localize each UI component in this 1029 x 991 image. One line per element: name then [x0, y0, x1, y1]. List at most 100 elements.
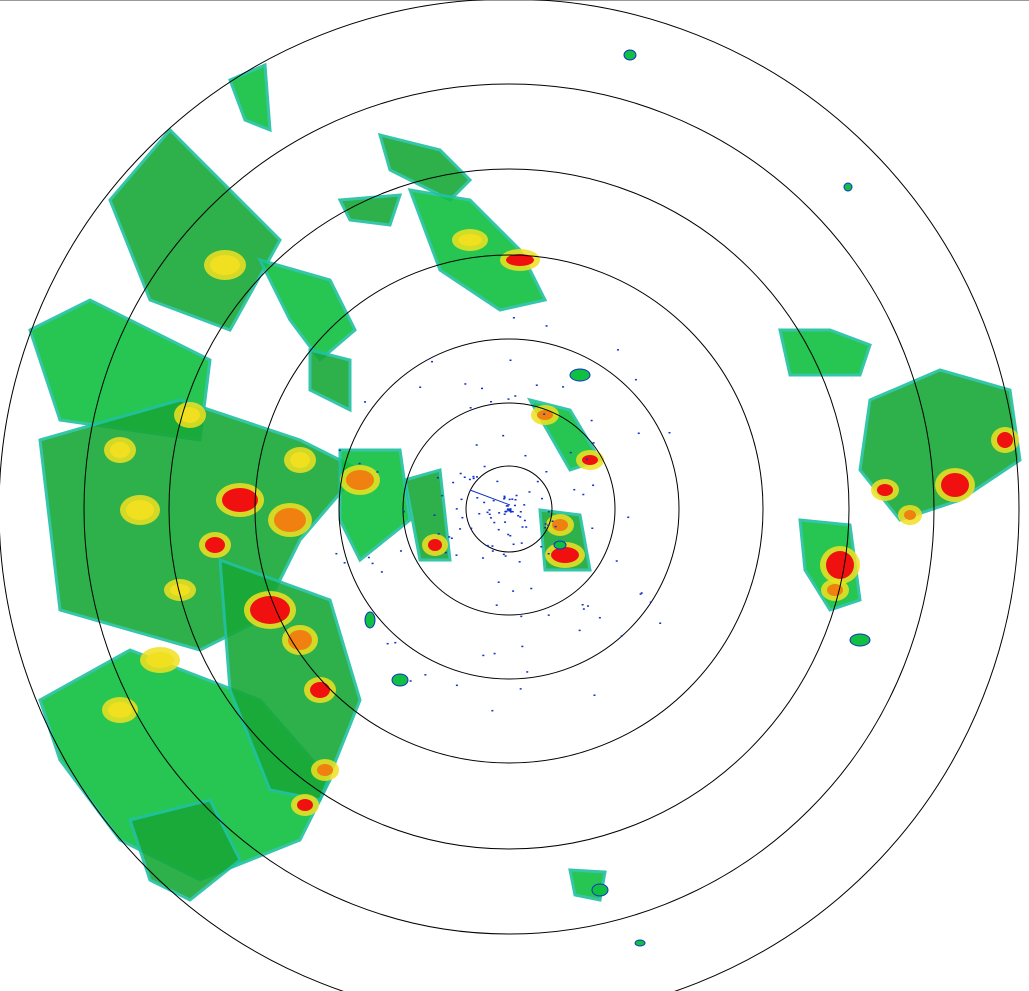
- clutter-pixel: [505, 505, 508, 507]
- echo-area: [308, 348, 352, 413]
- clutter-pixel: [431, 360, 434, 363]
- clutter-pixel: [502, 553, 505, 556]
- clutter-pixel: [616, 349, 619, 351]
- echo-core: [346, 470, 374, 490]
- clutter-pixel: [598, 616, 601, 619]
- clutter-pixel: [380, 571, 383, 573]
- clutter-pixel: [459, 472, 462, 475]
- range-ring: [465, 465, 553, 553]
- clutter-pixel: [547, 524, 550, 526]
- clutter-pixel: [524, 454, 527, 457]
- clutter-pixel: [491, 550, 494, 552]
- echo-area: [407, 188, 548, 312]
- echo-core: [458, 234, 482, 246]
- clutter-pixel: [514, 395, 517, 397]
- clutter-pixel: [512, 590, 515, 592]
- echo-core: [537, 410, 553, 420]
- echo-core: [297, 799, 313, 811]
- clutter-pixel: [493, 521, 496, 524]
- echo-cell: [391, 673, 409, 687]
- clutter-pixel: [668, 431, 671, 434]
- clutter-pixel: [472, 477, 475, 480]
- clutter-pixel: [409, 680, 412, 682]
- echo-cell: [843, 182, 853, 192]
- echo-area: [778, 328, 872, 377]
- clutter-pixel: [511, 510, 514, 513]
- range-ring: [83, 83, 935, 935]
- clutter-pixel: [513, 504, 516, 507]
- echo-core: [110, 442, 130, 458]
- clutter-pixel: [486, 511, 489, 514]
- echo-cell: [553, 540, 567, 550]
- clutter-pixel: [593, 694, 596, 696]
- echo-core: [222, 488, 258, 512]
- clutter-pixel: [512, 317, 515, 319]
- top-border: [0, 0, 1029, 1]
- clutter-pixel: [585, 458, 588, 460]
- clutter-pixel: [468, 478, 471, 481]
- clutter-pixel: [402, 510, 405, 513]
- clutter-pixel: [547, 511, 550, 513]
- clutter-pixel: [554, 525, 557, 528]
- echo-core: [506, 254, 534, 266]
- echo-core: [205, 537, 225, 553]
- clutter-pixel: [545, 325, 548, 327]
- clutter-pixel: [495, 604, 498, 606]
- clutter-pixel: [481, 387, 484, 390]
- clutter-pixel: [536, 480, 539, 483]
- echo-core: [582, 455, 598, 465]
- clutter-pixel: [441, 494, 444, 497]
- clutter-pixel: [615, 560, 618, 562]
- clutter-pixel: [578, 629, 581, 632]
- clutter-pixel: [455, 554, 458, 556]
- clutter-pixel: [503, 513, 506, 515]
- clutter-pixel: [547, 614, 550, 616]
- clutter-pixel: [502, 434, 505, 437]
- clutter-pixel: [504, 510, 507, 513]
- clutter-pixel: [444, 551, 447, 554]
- clutter-pixel: [544, 523, 547, 525]
- clutter-pixel: [483, 501, 486, 504]
- clutter-pixel: [640, 592, 643, 594]
- clutter-pixel: [582, 608, 585, 610]
- clutter-pixel: [491, 545, 494, 547]
- clutter-pixel: [469, 407, 472, 409]
- clutter-pixel: [506, 509, 509, 511]
- clutter-pixel: [496, 480, 499, 483]
- clutter-pixel: [521, 645, 524, 648]
- clutter-pixel: [460, 498, 463, 501]
- clutter-pixel: [470, 527, 473, 530]
- clutter-pixel: [523, 504, 526, 506]
- clutter-pixel: [509, 359, 512, 362]
- clutter-pixel: [455, 508, 458, 510]
- clutter-pixel: [503, 497, 506, 499]
- clutter-pixel: [639, 593, 642, 595]
- clutter-pixel: [475, 476, 478, 478]
- clutter-pixel: [448, 536, 451, 538]
- clutter-pixel: [519, 511, 522, 513]
- echo-area: [858, 368, 1022, 522]
- clutter-pixel: [569, 451, 572, 454]
- clutter-pixel: [497, 528, 500, 531]
- clutter-pixel: [437, 533, 440, 535]
- echo-cell: [634, 939, 646, 947]
- echo-area: [337, 193, 403, 227]
- echo-core: [180, 407, 200, 423]
- clutter-pixel: [627, 516, 630, 519]
- echo-area: [128, 798, 242, 902]
- clutter-pixel: [547, 553, 550, 555]
- clutter-pixel: [419, 386, 422, 388]
- clutter-pixel: [489, 517, 492, 519]
- clutter-pixel: [371, 562, 374, 565]
- clutter-pixel: [551, 520, 554, 522]
- clutter-streak: [469, 489, 511, 506]
- clutter-pixel: [394, 641, 397, 644]
- clutter-pixel: [358, 462, 361, 465]
- clutter-pixel: [520, 615, 523, 618]
- clutter-pixel: [520, 542, 523, 544]
- clutter-pixel: [455, 684, 458, 687]
- clutter-pixel: [424, 674, 427, 676]
- echo-core: [904, 510, 916, 520]
